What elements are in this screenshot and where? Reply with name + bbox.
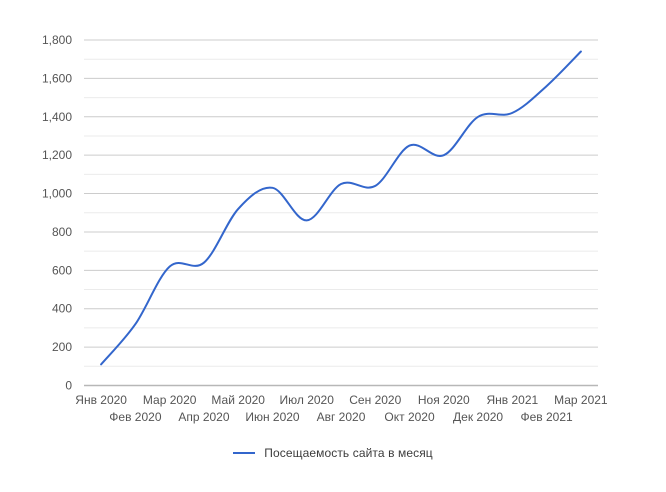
y-tick-label: 1,000 [42, 187, 72, 201]
series-line[interactable] [100, 50, 582, 366]
x-tick-label: Апр 2020 [178, 410, 230, 424]
y-tick-label: 200 [52, 340, 72, 354]
x-tick-label: Янв 2020 [75, 393, 127, 407]
x-tick-label: Мар 2020 [143, 393, 197, 407]
y-tick-label: 1,600 [42, 71, 72, 85]
y-tick-label: 0 [65, 379, 72, 393]
x-tick-label: Май 2020 [211, 393, 265, 407]
x-tick-label: Фев 2020 [109, 410, 162, 424]
y-tick-label: 600 [52, 263, 72, 277]
x-tick-label: Авг 2020 [317, 410, 366, 424]
y-tick-label: 1,800 [42, 33, 72, 47]
x-tick-label: Ноя 2020 [418, 393, 470, 407]
legend-label: Посещаемость сайта в месяц [264, 446, 433, 460]
x-tick-label: Сен 2020 [349, 393, 401, 407]
legend: Посещаемость сайта в месяц [0, 446, 666, 460]
x-tick-label: Фев 2021 [520, 410, 573, 424]
x-tick-label: Янв 2021 [486, 393, 538, 407]
x-tick-label: Мар 2021 [554, 393, 608, 407]
y-tick-label: 1,400 [42, 110, 72, 124]
y-tick-label: 1,200 [42, 148, 72, 162]
x-tick-label: Дек 2020 [453, 410, 503, 424]
y-tick-label: 800 [52, 225, 72, 239]
x-tick-label: Июл 2020 [280, 393, 335, 407]
legend-line-swatch [233, 452, 256, 454]
y-tick-label: 400 [52, 302, 72, 316]
x-tick-label: Окт 2020 [384, 410, 435, 424]
x-tick-label: Июн 2020 [245, 410, 300, 424]
